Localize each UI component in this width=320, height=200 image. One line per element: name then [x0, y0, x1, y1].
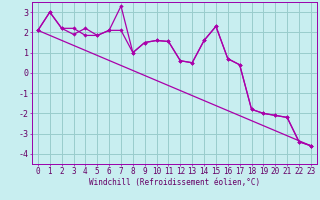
X-axis label: Windchill (Refroidissement éolien,°C): Windchill (Refroidissement éolien,°C): [89, 178, 260, 187]
